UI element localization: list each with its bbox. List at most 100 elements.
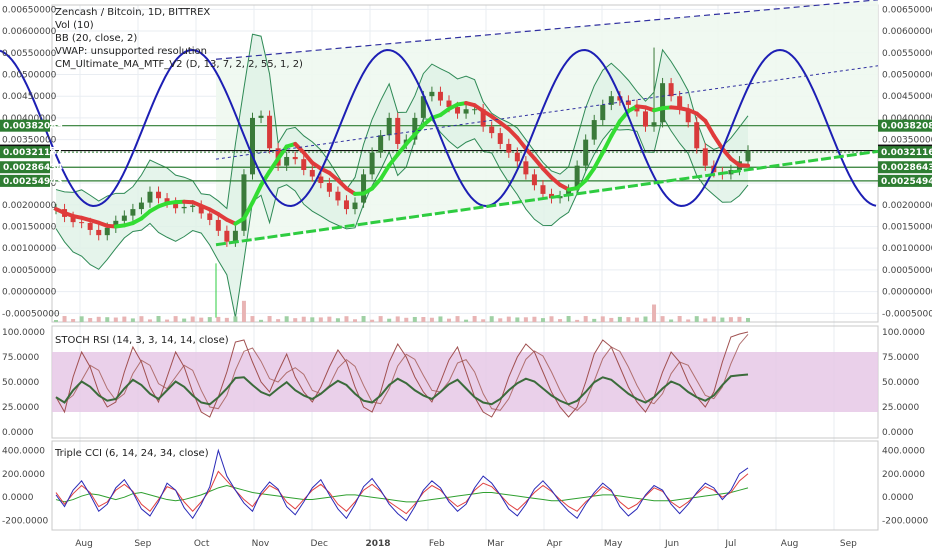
volume-bar <box>284 316 289 322</box>
moving-average <box>54 101 750 229</box>
candle-body <box>677 96 683 110</box>
volume-bar <box>515 317 520 322</box>
time-label: Nov <box>252 539 270 549</box>
volume-bar <box>79 316 84 322</box>
candle-body <box>318 176 324 184</box>
volume-bar <box>113 317 118 322</box>
volume-bar <box>361 316 366 322</box>
stoch-tick-left: 75.0000 <box>2 353 39 363</box>
ma-segment <box>506 127 520 140</box>
volume-bar <box>378 316 383 322</box>
candle-body <box>642 111 648 127</box>
price-tick-right: 0.00050000 <box>882 266 932 276</box>
volume-bar <box>139 316 144 322</box>
resistance-trendline <box>215 0 879 60</box>
candle-body <box>190 205 196 207</box>
price-tag-box <box>878 119 932 132</box>
time-label: Mar <box>487 539 504 549</box>
volume-bars <box>54 300 750 322</box>
volume-bar <box>498 318 503 322</box>
volume-bar <box>549 316 554 322</box>
candle-body <box>531 174 537 186</box>
volume-bar <box>703 318 708 322</box>
volume-bar <box>694 316 699 322</box>
price-tag-label: 0.00286434 <box>3 163 63 173</box>
price-tick-right: 0.00150000 <box>882 222 932 232</box>
ma-segment <box>515 135 528 151</box>
ma-segment <box>370 177 383 191</box>
time-axis: Aug Sep Oct Nov Dec 2018 Feb Mar Apr May Jun Jul Aug… <box>75 539 857 549</box>
volume-bar <box>130 318 135 322</box>
candle-body <box>668 83 674 97</box>
ma-segment <box>532 156 545 171</box>
price-tag-box <box>0 119 50 132</box>
candle-body <box>489 126 495 134</box>
volume-bar <box>660 316 665 322</box>
candle-body <box>147 191 153 203</box>
time-label: May <box>604 539 623 549</box>
cci-tick-left: 0.0000 <box>2 493 34 503</box>
volume-bar <box>540 318 545 322</box>
price-tag-box <box>0 146 50 159</box>
volume-bar <box>353 319 358 322</box>
volume-bar <box>207 317 212 322</box>
volume-bar <box>728 317 733 322</box>
volume-bar <box>293 318 298 322</box>
candle-body <box>429 91 435 97</box>
rsi-line <box>55 373 749 406</box>
ma-segment <box>301 150 315 165</box>
candle-body <box>625 100 631 105</box>
price-tick-left: 0.00600000 <box>2 27 57 37</box>
chart-legend[interactable]: Zencash / Bitcoin, 1D, BITTREX Vol (10) … <box>55 7 303 70</box>
volume-bar <box>600 316 605 322</box>
ma-segment <box>523 146 537 161</box>
pane-border <box>51 440 879 531</box>
volume-bar <box>455 316 460 322</box>
price-tick-left: 0.00350000 <box>2 136 57 146</box>
volume-bar <box>617 316 622 322</box>
candle-body <box>523 161 529 175</box>
stoch-rsi-pane[interactable]: 100.0000 100.0000 75.0000 75.0000 50.0000 50.… <box>2 328 925 438</box>
price-tag-box <box>0 161 50 174</box>
candle-body <box>352 202 358 210</box>
triple-cci-legend: Triple CCI (6, 14, 24, 34, close) <box>54 448 209 459</box>
sine-wave-drawing <box>0 48 877 208</box>
volume-bar <box>669 319 674 322</box>
price-tick-right: 0.00200000 <box>882 201 932 211</box>
candle-body <box>173 202 179 209</box>
volume-bar <box>506 316 511 322</box>
triple-cci-pane[interactable]: 400.0000 400.0000 200.0000 200.0000 0.0000 0.… <box>2 446 928 526</box>
ma-segment <box>404 132 417 146</box>
volume-bar <box>190 316 195 322</box>
volume-bar <box>182 318 187 322</box>
volume-bar <box>344 316 349 322</box>
candle-body <box>258 115 264 118</box>
candle-body <box>651 122 657 127</box>
legend-ma: CM_Ultimate_MA_MTF_V2 (D, 13, 7, 2, 2, 5… <box>55 59 303 70</box>
price-tag-box <box>878 174 932 187</box>
cci-line-cci1 <box>55 448 749 522</box>
price-tick-left: -0.00050000 <box>2 309 60 319</box>
ma-segment <box>711 133 725 151</box>
volume-bar <box>335 318 340 322</box>
candle-body <box>497 133 503 144</box>
volume-bar <box>147 319 152 322</box>
ma-segment <box>609 119 622 138</box>
volume-bar <box>122 316 127 322</box>
time-label: Apr <box>547 539 563 549</box>
candle-body <box>420 96 426 118</box>
stoch-tick-right: 100.0000 <box>882 328 925 338</box>
price-tick-right: 0.00100000 <box>882 244 932 254</box>
price-tick-right: 0.00400000 <box>882 114 932 124</box>
legend-volume: Vol (10) <box>55 20 94 31</box>
stoch-tick-right: 50.0000 <box>882 378 919 388</box>
channel-fill <box>216 0 878 245</box>
trend-channel <box>216 0 878 245</box>
volume-bar <box>583 316 588 322</box>
price-pane[interactable] <box>0 0 932 322</box>
candle-body <box>335 191 341 201</box>
volume-bar <box>88 318 93 322</box>
candle-body <box>506 143 512 153</box>
candle-body <box>728 170 734 175</box>
